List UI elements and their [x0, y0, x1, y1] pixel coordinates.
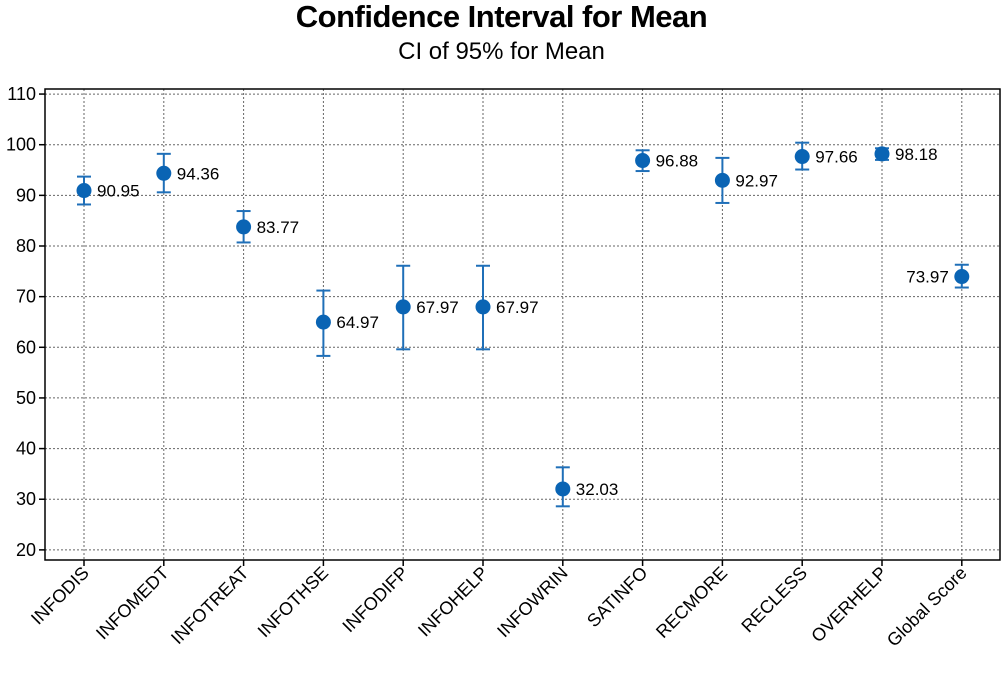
data-label: 83.77 — [257, 218, 300, 237]
data-label: 97.66 — [815, 148, 858, 167]
mean-marker — [874, 146, 890, 162]
data-label: 90.95 — [97, 182, 140, 201]
mean-marker — [794, 149, 810, 165]
x-tick-label: Global Score — [883, 563, 971, 651]
data-point-infomedt: 94.36 — [156, 152, 220, 194]
data-label: 64.97 — [336, 313, 379, 332]
data-point-overhelp: 98.18 — [874, 145, 938, 164]
mean-marker — [395, 299, 411, 315]
data-label: 67.97 — [416, 298, 459, 317]
grid-layer — [45, 89, 1000, 560]
x-tick-label: OVERHELP — [807, 563, 890, 646]
data-label: 73.97 — [906, 268, 949, 287]
x-tick-label: INFOMEDT — [92, 563, 173, 644]
data-point-infodis: 90.95 — [76, 175, 140, 206]
data-point-infodifp: 67.97 — [395, 264, 459, 351]
data-label: 67.97 — [496, 298, 539, 317]
mean-marker — [156, 165, 172, 181]
chart-subtitle: CI of 95% for Mean — [398, 38, 605, 65]
x-tick-label: INFOTHSE — [254, 563, 332, 641]
mean-marker — [76, 183, 92, 199]
x-tick-label: RECMORE — [652, 563, 731, 642]
plot-frame — [44, 88, 1001, 561]
data-label: 94.36 — [177, 164, 220, 183]
mean-marker — [555, 481, 571, 497]
y-tick-label: 90 — [16, 185, 36, 205]
data-point-satinfo: 96.88 — [635, 149, 699, 173]
mean-marker — [236, 219, 252, 235]
mean-marker — [475, 299, 491, 315]
y-tick-label: 80 — [16, 236, 36, 256]
data-label: 92.97 — [735, 171, 778, 190]
x-tick-label: RECLESS — [737, 563, 811, 637]
data-point-global-score: 73.97 — [906, 263, 970, 289]
x-tick-label: INFOTREAT — [167, 563, 252, 648]
y-tick-label: 20 — [16, 540, 36, 560]
mean-marker — [954, 269, 970, 285]
chart-title: Confidence Interval for Mean — [295, 0, 708, 34]
mean-marker — [714, 172, 730, 188]
mean-marker — [315, 314, 331, 330]
data-point-infothse: 64.97 — [315, 289, 379, 357]
data-point-recless: 97.66 — [794, 141, 858, 171]
x-tick-label: SATINFO — [583, 563, 651, 631]
y-tick-label: 40 — [16, 439, 36, 459]
y-tick-label: 50 — [16, 388, 36, 408]
x-tick-label: INFODIFP — [338, 563, 412, 637]
marks-layer: 90.95 94.36 83.77 64.97 67.97 67.97 32.03 96.88… — [76, 141, 970, 508]
x-tick-label: INFOWRIN — [493, 563, 571, 641]
data-label: 98.18 — [895, 145, 938, 164]
y-tick-label: 70 — [16, 287, 36, 307]
y-tick-label: 60 — [16, 337, 36, 357]
data-point-infotreat: 83.77 — [236, 210, 300, 244]
data-point-infowrin: 32.03 — [555, 466, 619, 508]
data-point-infohelp: 67.97 — [475, 264, 539, 351]
mean-marker — [635, 153, 651, 169]
x-tick-label: INFODIS — [27, 563, 93, 629]
data-point-recmore: 92.97 — [714, 156, 778, 204]
data-label: 32.03 — [576, 480, 619, 499]
y-tick-label: 100 — [6, 135, 36, 155]
data-label: 96.88 — [656, 152, 699, 171]
y-tick-label: 110 — [7, 84, 36, 104]
y-tick-label: 30 — [16, 489, 36, 509]
x-tick-label: INFOHELP — [414, 563, 492, 641]
